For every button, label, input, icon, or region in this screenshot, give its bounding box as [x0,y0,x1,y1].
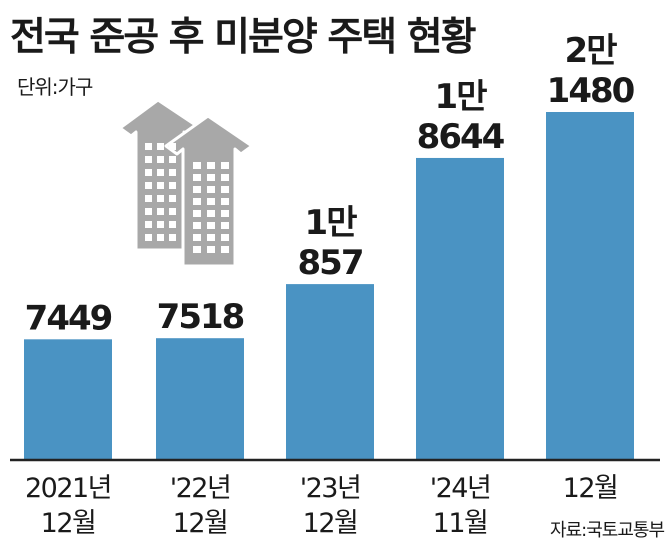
bar-value-label-2-0: 1만 [305,203,358,243]
building-2-window [221,198,229,205]
building-1-window [169,221,176,228]
building-2-window [193,246,201,253]
bar-1 [156,338,244,460]
x-tick-label-4-0: 12월 [563,473,618,504]
building-2-window [221,174,229,181]
building-2-window [221,234,229,241]
building-2-window [193,198,201,205]
building-icon [118,98,254,268]
chart-title: 전국 준공 후 미분양 주택 현황 [10,15,476,60]
building-1-window [169,234,176,241]
bar-value-label-2-1: 857 [298,243,363,283]
bar-4 [546,112,634,460]
building-1-window [145,208,152,215]
building-1-window [145,195,152,202]
building-2-window [207,198,215,205]
building-2-window [221,246,229,253]
building-1-window [145,169,152,176]
building-1-window [169,143,176,150]
bar-3 [416,157,504,461]
building-1-window [145,221,152,228]
bars-group: 74492021년12월7518'22년12월1만857'23년12월1만864… [24,31,637,539]
building-1-window [169,195,176,202]
building-2-window [207,162,215,169]
bar-0 [24,339,112,460]
building-1-window [157,169,164,176]
x-tick-label-0-0: 2021년 [25,473,111,504]
unit-label: 단위:가구 [17,75,93,99]
source-note: 자료:국토교통부 [550,520,665,541]
building-2-window [221,162,229,169]
building-2-window [193,234,201,241]
x-tick-label-1-1: 12월 [173,508,228,539]
x-tick-label-0-1: 12월 [41,508,96,539]
building-2-window [207,246,215,253]
building-1-window [157,208,164,215]
building-windows [145,143,229,253]
building-1-window [145,143,152,150]
bar-value-label-4-1: 1480 [547,71,635,111]
building-1-window [169,156,176,163]
bar-value-label-3-0: 1만 [435,77,488,117]
building-2-window [193,222,201,229]
building-2-window [207,210,215,217]
bar-2 [286,284,374,460]
building-1-window [157,234,164,241]
building-2-window [221,222,229,229]
building-1-window [157,143,164,150]
bar-value-label-4-0: 2만 [565,31,618,71]
building-2-window [207,186,215,193]
bar-value-label-3-1: 8644 [417,117,505,157]
x-tick-label-3-0: '24년 [430,473,491,504]
building-1-window [145,234,152,241]
building-1-window [145,156,152,163]
x-tick-label-2-0: '23년 [300,473,361,504]
building-2-window [207,234,215,241]
building-1-window [169,208,176,215]
building-2-window [221,210,229,217]
building-1-window [169,182,176,189]
building-1-window [157,182,164,189]
x-tick-label-3-1: 11월 [433,508,488,539]
building-2-window [193,174,201,181]
building-2-window [207,222,215,229]
building-2-window [207,174,215,181]
building-2-window [193,210,201,217]
bar-value-label-1-0: 7518 [157,297,244,337]
building-2-window [193,186,201,193]
building-1-window [157,156,164,163]
building-2-window [221,186,229,193]
x-tick-label-2-1: 12월 [303,508,358,539]
building-1-window [157,195,164,202]
bar-value-label-0-0: 7449 [25,298,112,338]
building-1-window [157,221,164,228]
building-1-window [169,169,176,176]
x-tick-label-1-0: '22년 [170,473,231,504]
building-1-window [145,182,152,189]
building-2-window [193,162,201,169]
